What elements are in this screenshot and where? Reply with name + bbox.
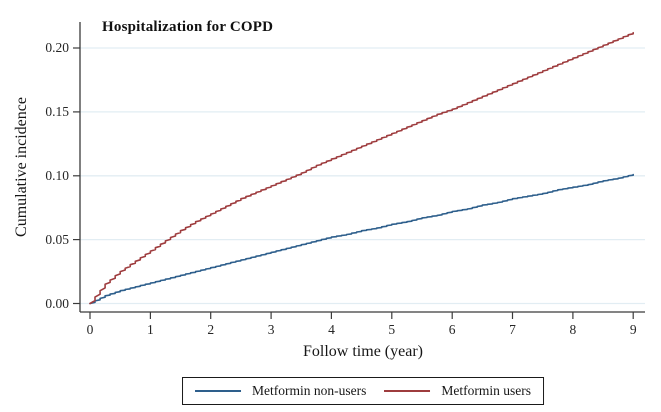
legend-item: Metformin users [384, 383, 531, 399]
x-tick-label: 5 [388, 322, 396, 337]
y-tick-label: 0.20 [45, 40, 69, 55]
x-tick-label: 8 [569, 322, 577, 337]
x-tick-label: 9 [629, 322, 637, 337]
x-axis-label: Follow time (year) [303, 343, 423, 360]
y-tick-label: 0.15 [45, 103, 69, 119]
legend-label: Metformin non-users [252, 383, 367, 398]
y-tick-label: 0.00 [45, 295, 69, 311]
legend-item: Metformin non-users [195, 383, 366, 399]
x-tick-label: 6 [448, 322, 456, 337]
series-line-metformin-users [89, 31, 634, 305]
y-tick-label: 0.10 [45, 167, 69, 183]
x-tick-label: 2 [207, 322, 215, 337]
legend: Metformin non-users Metformin users [182, 377, 544, 405]
x-tick-label: 1 [146, 322, 154, 337]
x-tick-label: 3 [267, 322, 275, 337]
chart-title: Hospitalization for COPD [102, 19, 274, 35]
x-tick-label: 0 [86, 322, 94, 337]
y-axis-label: Cumulative incidence [13, 97, 30, 237]
legend-label: Metformin users [441, 383, 531, 398]
legend-line-metformin-non-users [195, 390, 242, 392]
legend-line-metformin-users [384, 390, 431, 392]
y-tick-label: 0.05 [45, 231, 69, 247]
series-line-metformin-non-users [89, 173, 634, 305]
x-tick-label: 7 [509, 322, 516, 337]
x-tick-label: 4 [328, 322, 335, 337]
